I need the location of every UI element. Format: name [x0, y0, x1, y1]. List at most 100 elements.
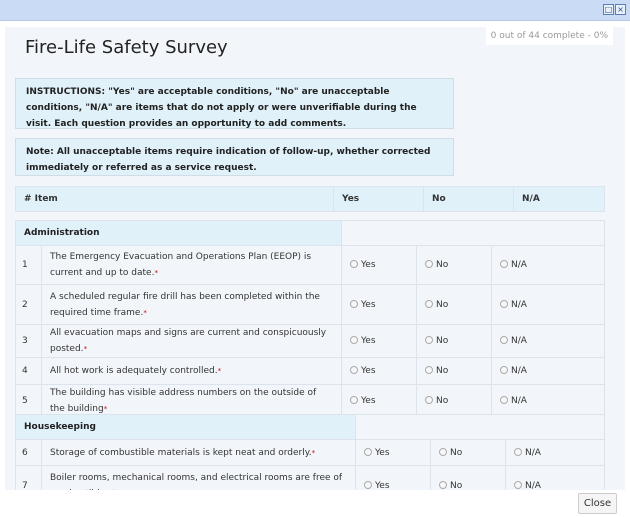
option-label: No	[450, 480, 463, 491]
option-na[interactable]: N/A	[491, 384, 605, 418]
radio-na[interactable]	[514, 480, 522, 489]
question-number: 2	[15, 284, 42, 325]
page-title: Fire-Life Safety Survey	[25, 37, 228, 58]
section-housekeeping: Housekeeping 6 Storage of combustible ma…	[15, 414, 605, 490]
radio-na[interactable]	[500, 299, 508, 308]
option-no[interactable]: No	[416, 324, 492, 358]
required-marker: *	[145, 490, 149, 491]
radio-yes[interactable]	[364, 447, 372, 456]
section-administration: Administration 1 The Emergency Evacuatio…	[15, 220, 605, 418]
option-label: Yes	[361, 299, 376, 310]
question-text: All hot work is adequately controlled.	[50, 366, 218, 376]
option-na[interactable]: N/A	[491, 357, 605, 385]
progress-status: 0 out of 44 complete - 0%	[485, 27, 613, 45]
option-na[interactable]: N/A	[505, 465, 605, 491]
option-no[interactable]: No	[430, 439, 506, 466]
option-yes[interactable]: Yes	[341, 324, 417, 358]
option-yes[interactable]: Yes	[341, 357, 417, 385]
question-text: A scheduled regular fire drill has been …	[50, 291, 320, 318]
option-label: No	[436, 299, 449, 310]
option-label: Yes	[361, 396, 376, 406]
option-label: No	[436, 260, 449, 270]
dialog-footer: Close	[0, 490, 630, 517]
radio-yes[interactable]	[364, 480, 372, 489]
question-text: Boiler rooms, mechanical rooms, and elec…	[50, 472, 343, 491]
section-title: Administration	[15, 220, 342, 246]
survey-panel[interactable]: 0 out of 44 complete - 0% Fire-Life Safe…	[5, 27, 625, 490]
option-label: N/A	[511, 260, 527, 270]
option-label: Yes	[361, 260, 376, 270]
option-yes[interactable]: Yes	[355, 439, 431, 466]
option-na[interactable]: N/A	[491, 284, 605, 325]
option-label: No	[436, 396, 449, 406]
radio-no[interactable]	[439, 447, 447, 456]
question-row: 2 A scheduled regular fire drill has bee…	[15, 284, 605, 325]
radio-no[interactable]	[425, 336, 433, 344]
radio-no[interactable]	[425, 396, 433, 404]
column-header-table: # Item Yes No N/A	[15, 186, 605, 212]
question-number: 1	[15, 245, 42, 285]
close-button[interactable]: Close	[578, 493, 617, 514]
option-no[interactable]: No	[416, 284, 492, 325]
radio-no[interactable]	[439, 480, 447, 489]
question-text: Storage of combustible materials is kept…	[50, 447, 312, 458]
option-label: Yes	[375, 447, 390, 458]
question-row: 1 The Emergency Evacuation and Operation…	[15, 245, 605, 285]
question-number: 4	[15, 357, 42, 385]
note-box: Note: All unacceptable items require ind…	[15, 138, 454, 176]
question-number: 6	[15, 439, 42, 466]
radio-yes[interactable]	[350, 336, 358, 344]
close-icon[interactable]: ×	[615, 4, 626, 15]
option-label: N/A	[511, 396, 527, 406]
option-label: N/A	[511, 366, 527, 376]
question-row: 3 All evacuation maps and signs are curr…	[15, 324, 605, 358]
option-label: N/A	[511, 336, 527, 346]
option-label: No	[450, 447, 463, 458]
question-text: The building has visible address numbers…	[50, 388, 317, 414]
option-yes[interactable]: Yes	[341, 245, 417, 285]
option-no[interactable]: No	[416, 384, 492, 418]
radio-no[interactable]	[425, 260, 433, 268]
radio-yes[interactable]	[350, 299, 358, 308]
option-no[interactable]: No	[416, 357, 492, 385]
option-na[interactable]: N/A	[505, 439, 605, 466]
radio-na[interactable]	[514, 447, 522, 456]
option-no[interactable]: No	[430, 465, 506, 491]
window-titlebar: □ ×	[0, 0, 630, 21]
required-marker: *	[103, 405, 108, 413]
radio-na[interactable]	[500, 336, 508, 344]
required-marker: *	[154, 269, 158, 277]
radio-na[interactable]	[500, 260, 508, 268]
maximize-icon[interactable]: □	[603, 4, 614, 15]
question-row: 5 The building has visible address numbe…	[15, 384, 605, 418]
required-marker: *	[311, 448, 316, 457]
required-marker: *	[217, 367, 222, 375]
radio-no[interactable]	[425, 299, 433, 308]
option-label: Yes	[361, 366, 376, 376]
radio-yes[interactable]	[350, 396, 358, 404]
header-no: No	[423, 186, 514, 212]
option-na[interactable]: N/A	[491, 324, 605, 358]
header-yes: Yes	[333, 186, 424, 212]
option-no[interactable]: No	[416, 245, 492, 285]
radio-no[interactable]	[425, 366, 433, 374]
option-yes[interactable]: Yes	[341, 284, 417, 325]
radio-na[interactable]	[500, 396, 508, 404]
question-text: All evacuation maps and signs are curren…	[50, 328, 327, 354]
section-title: Housekeeping	[15, 414, 356, 440]
radio-na[interactable]	[500, 366, 508, 374]
option-label: No	[436, 366, 449, 376]
question-number: 5	[15, 384, 42, 418]
option-label: N/A	[511, 299, 527, 310]
option-label: N/A	[525, 447, 541, 458]
question-row: 7 Boiler rooms, mechanical rooms, and el…	[15, 465, 605, 491]
option-na[interactable]: N/A	[491, 245, 605, 285]
option-yes[interactable]: Yes	[355, 465, 431, 490]
instructions-box: INSTRUCTIONS: "Yes" are acceptable condi…	[15, 78, 454, 129]
option-label: N/A	[525, 480, 541, 491]
header-na: N/A	[513, 186, 605, 212]
option-yes[interactable]: Yes	[341, 384, 417, 418]
radio-yes[interactable]	[350, 260, 358, 268]
required-marker: *	[143, 308, 147, 317]
radio-yes[interactable]	[350, 366, 358, 374]
